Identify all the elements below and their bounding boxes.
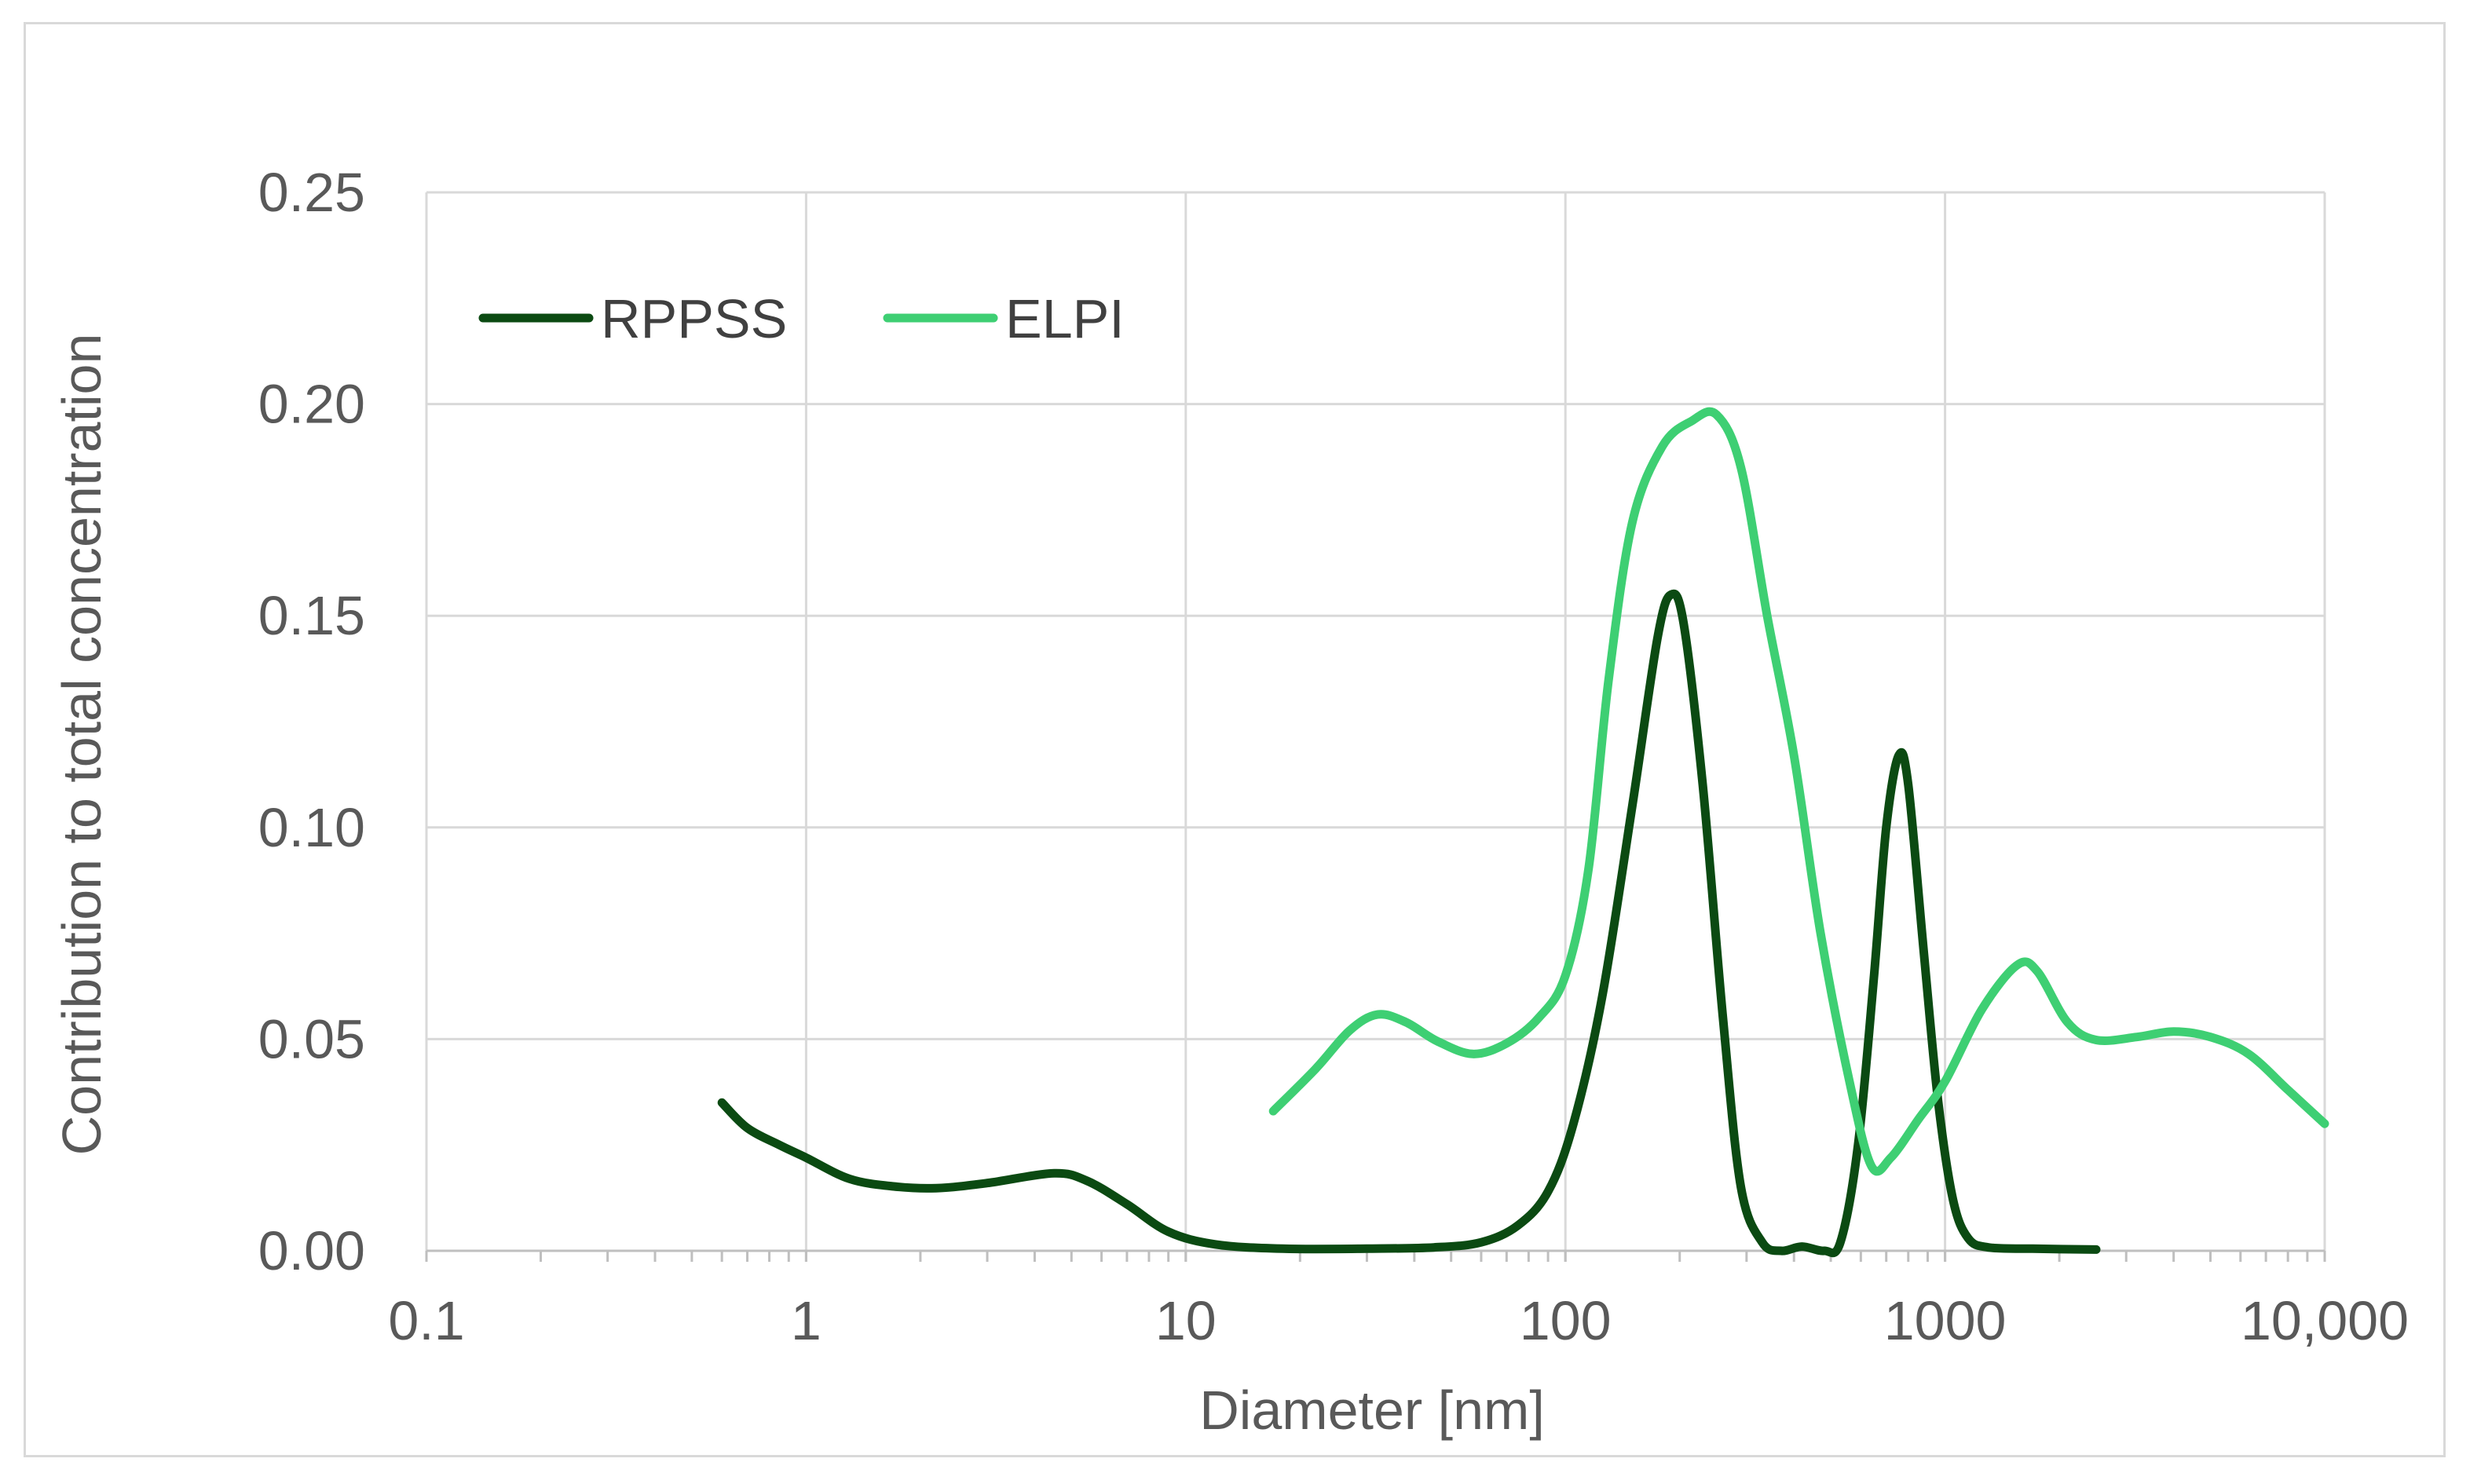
x-tick-label: 0.1 [388, 1290, 464, 1351]
series-line-rppss [717, 589, 2101, 1258]
x-tick-label: 10,000 [2241, 1290, 2409, 1351]
y-tick-label: 0.25 [258, 162, 365, 223]
series-lines [717, 407, 2329, 1258]
legend-label-rppss: RPPSS [601, 288, 787, 349]
x-tick-label: 1000 [1884, 1290, 2007, 1351]
grid-lines [425, 191, 2326, 1251]
y-tick-label: 0.20 [258, 374, 365, 435]
y-tick-label: 0.00 [258, 1220, 365, 1281]
series-line-elpi [1268, 407, 2329, 1176]
legend: RPPSS ELPI [478, 288, 1125, 349]
x-tick-label: 1 [791, 1290, 822, 1351]
x-axis-title: Diameter [nm] [1199, 1380, 1545, 1441]
legend-label-elpi: ELPI [1005, 288, 1125, 349]
y-axis-title: Contribution to total concentration [51, 334, 112, 1156]
y-tick-label: 0.10 [258, 797, 365, 858]
y-tick-label: 0.15 [258, 585, 365, 646]
x-tick-label: 100 [1520, 1290, 1612, 1351]
tick-labels: 0.00 0.05 0.10 0.15 0.20 0.25 0.1 1 10 100 1000 10,… [258, 162, 2409, 1351]
y-tick-label: 0.05 [258, 1008, 365, 1069]
x-tick-label: 10 [1155, 1290, 1217, 1351]
